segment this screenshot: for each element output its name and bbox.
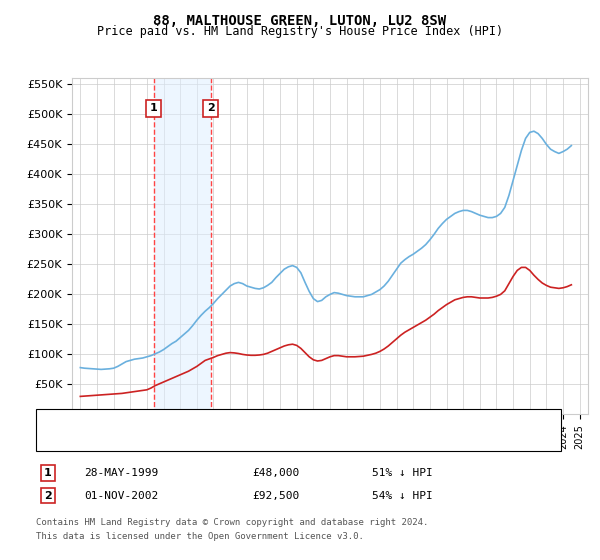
Text: HPI: Average price, detached house, Luton: HPI: Average price, detached house, Luto… <box>93 423 349 433</box>
Text: This data is licensed under the Open Government Licence v3.0.: This data is licensed under the Open Gov… <box>36 532 364 541</box>
Text: Contains HM Land Registry data © Crown copyright and database right 2024.: Contains HM Land Registry data © Crown c… <box>36 518 428 527</box>
Text: 1: 1 <box>44 468 52 478</box>
Text: 28-MAY-1999: 28-MAY-1999 <box>84 468 158 478</box>
Text: 88, MALTHOUSE GREEN, LUTON, LU2 8SW: 88, MALTHOUSE GREEN, LUTON, LU2 8SW <box>154 14 446 28</box>
Text: 2: 2 <box>207 104 215 113</box>
Text: 01-NOV-2002: 01-NOV-2002 <box>84 491 158 501</box>
Bar <box>154 78 211 414</box>
Text: £48,000: £48,000 <box>252 468 299 478</box>
Text: 54% ↓ HPI: 54% ↓ HPI <box>372 491 433 501</box>
Text: £92,500: £92,500 <box>252 491 299 501</box>
Text: 51% ↓ HPI: 51% ↓ HPI <box>372 468 433 478</box>
Text: 1: 1 <box>149 104 157 113</box>
Text: 2: 2 <box>44 491 52 501</box>
Text: 88, MALTHOUSE GREEN, LUTON, LU2 8SW (detached house): 88, MALTHOUSE GREEN, LUTON, LU2 8SW (det… <box>93 409 418 419</box>
Text: Price paid vs. HM Land Registry's House Price Index (HPI): Price paid vs. HM Land Registry's House … <box>97 25 503 38</box>
